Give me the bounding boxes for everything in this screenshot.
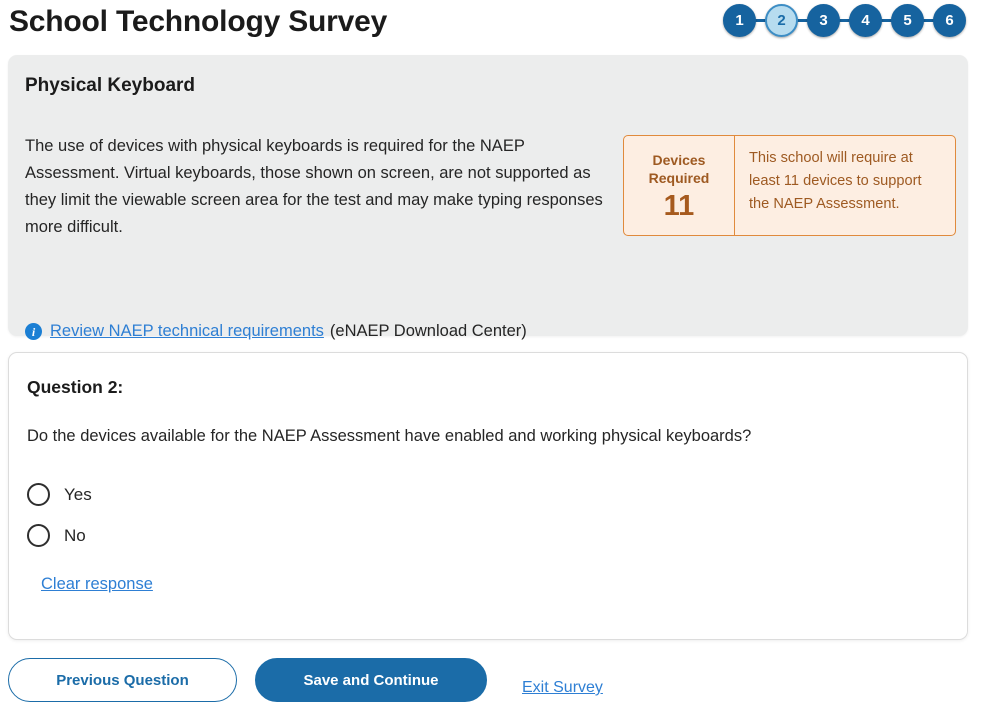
step-indicator-3[interactable]: 3 bbox=[807, 4, 840, 37]
previous-question-button[interactable]: Previous Question bbox=[8, 658, 237, 702]
devices-required-message: This school will require at least 11 dev… bbox=[749, 150, 922, 212]
technical-requirements-row: i Review NAEP technical requirements (eN… bbox=[25, 322, 527, 341]
info-panel-body: The use of devices with physical keyboar… bbox=[25, 137, 603, 236]
page-header: School Technology Survey 1 2 3 4 5 6 bbox=[0, 0, 982, 50]
step-indicator-2[interactable]: 2 bbox=[765, 4, 798, 37]
step-connector-3-4 bbox=[839, 19, 850, 22]
question-number: Question 2: bbox=[27, 377, 124, 397]
save-and-continue-button[interactable]: Save and Continue bbox=[255, 658, 487, 702]
step-indicator-5[interactable]: 5 bbox=[891, 4, 924, 37]
info-panel: Physical Keyboard The use of devices wit… bbox=[8, 55, 968, 340]
radio-no[interactable] bbox=[27, 524, 50, 547]
radio-yes[interactable] bbox=[27, 483, 50, 506]
technical-requirements-link[interactable]: Review NAEP technical requirements bbox=[50, 322, 324, 340]
step-indicator-1[interactable]: 1 bbox=[723, 4, 756, 37]
step-indicator-6[interactable]: 6 bbox=[933, 4, 966, 37]
answer-options: Yes No bbox=[27, 474, 92, 556]
info-panel-heading: Physical Keyboard bbox=[25, 75, 196, 96]
question-text: Do the devices available for the NAEP As… bbox=[27, 427, 752, 445]
step-connector-1-2 bbox=[755, 19, 766, 22]
step-indicator-4[interactable]: 4 bbox=[849, 4, 882, 37]
step-connector-4-5 bbox=[881, 19, 892, 22]
devices-required-box: Devices Required 11 This school will req… bbox=[623, 135, 956, 236]
technical-requirements-suffix: (eNAEP Download Center) bbox=[329, 322, 527, 340]
devices-required-count: 11 bbox=[663, 189, 695, 222]
step-connector-2-3 bbox=[797, 19, 808, 22]
info-circle-icon: i bbox=[25, 323, 42, 340]
step-connector-5-6 bbox=[923, 19, 934, 22]
devices-required-label: Devices Required bbox=[648, 151, 710, 186]
devices-required-summary: Devices Required 11 bbox=[624, 136, 735, 235]
footer-actions: Previous Question Save and Continue Exit… bbox=[0, 658, 982, 718]
question-card: Question 2: Do the devices available for… bbox=[8, 352, 968, 640]
option-no-label: No bbox=[64, 525, 86, 545]
clear-response-link[interactable]: Clear response bbox=[41, 575, 153, 593]
step-progress-indicator: 1 2 3 4 5 6 bbox=[723, 4, 966, 37]
option-no[interactable]: No bbox=[27, 515, 92, 556]
option-yes[interactable]: Yes bbox=[27, 474, 92, 515]
page-title: School Technology Survey bbox=[9, 5, 388, 38]
exit-survey-link[interactable]: Exit Survey bbox=[522, 679, 603, 696]
option-yes-label: Yes bbox=[64, 484, 92, 504]
